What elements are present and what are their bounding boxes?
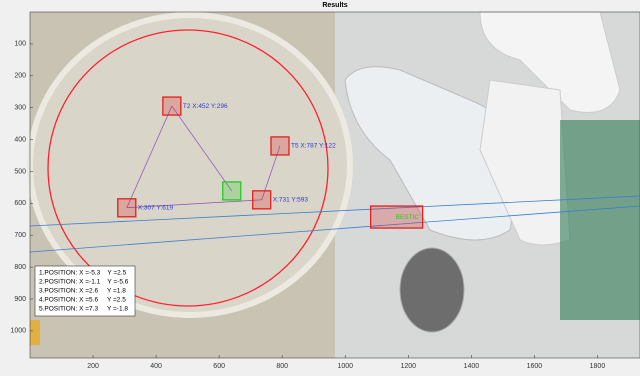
legend-line: 2.POSITION: X =-1.1 Y =-5.6 xyxy=(39,279,129,286)
legend-line: 1.POSITION: X =-5.3 Y =2.5 xyxy=(39,270,127,277)
chart-title: Results xyxy=(322,2,347,9)
marker xyxy=(271,137,289,155)
yellow-object xyxy=(30,320,40,345)
marker xyxy=(223,182,241,200)
marker-label: T2 X:452 Y:296 xyxy=(183,103,228,110)
y-tick-label: 300 xyxy=(14,105,26,112)
legend-line: 3.POSITION: X =2.6 Y =1.8 xyxy=(39,288,126,295)
marker xyxy=(163,97,181,115)
x-tick-label: 1200 xyxy=(401,363,417,370)
green-object xyxy=(560,120,640,320)
x-tick-label: 200 xyxy=(87,363,99,370)
spoon xyxy=(400,248,464,332)
x-tick-label: 1400 xyxy=(464,363,480,370)
figure: Results T2 X:452 Y:296 T5 X:787 Y:122 X:73… xyxy=(0,0,640,376)
marker-label: X:307 Y:619 xyxy=(138,205,174,212)
y-tick-label: 700 xyxy=(14,232,26,239)
x-tick-label: 600 xyxy=(213,363,225,370)
legend-line: 4.POSITION: X =5.6 Y =2.5 xyxy=(39,297,126,304)
y-tick-label: 500 xyxy=(14,168,26,175)
legend-line: 5.POSITION: X =7.3 Y =-1.8 xyxy=(39,306,128,313)
y-tick-label: 1000 xyxy=(10,328,26,335)
position-box: 1.POSITION: X =-5.3 Y =2.5 2.POSITION: X … xyxy=(35,266,135,316)
marker-label: T5 X:787 Y:122 xyxy=(291,143,336,150)
y-tick-label: 900 xyxy=(14,296,26,303)
marker xyxy=(118,199,136,217)
x-tick-label: 400 xyxy=(150,363,162,370)
marker-label: X:731 Y:593 xyxy=(273,197,309,204)
marker xyxy=(253,191,271,209)
y-tick-label: 600 xyxy=(14,200,26,207)
marker-label: BESTIC xyxy=(396,214,420,221)
y-tick-label: 200 xyxy=(14,73,26,80)
y-tick-label: 100 xyxy=(14,41,26,48)
y-tick-label: 400 xyxy=(14,136,26,143)
x-tick-label: 1000 xyxy=(337,363,353,370)
x-tick-label: 800 xyxy=(276,363,288,370)
x-tick-label: 1600 xyxy=(527,363,543,370)
y-tick-label: 800 xyxy=(14,264,26,271)
x-tick-label: 1800 xyxy=(590,363,606,370)
